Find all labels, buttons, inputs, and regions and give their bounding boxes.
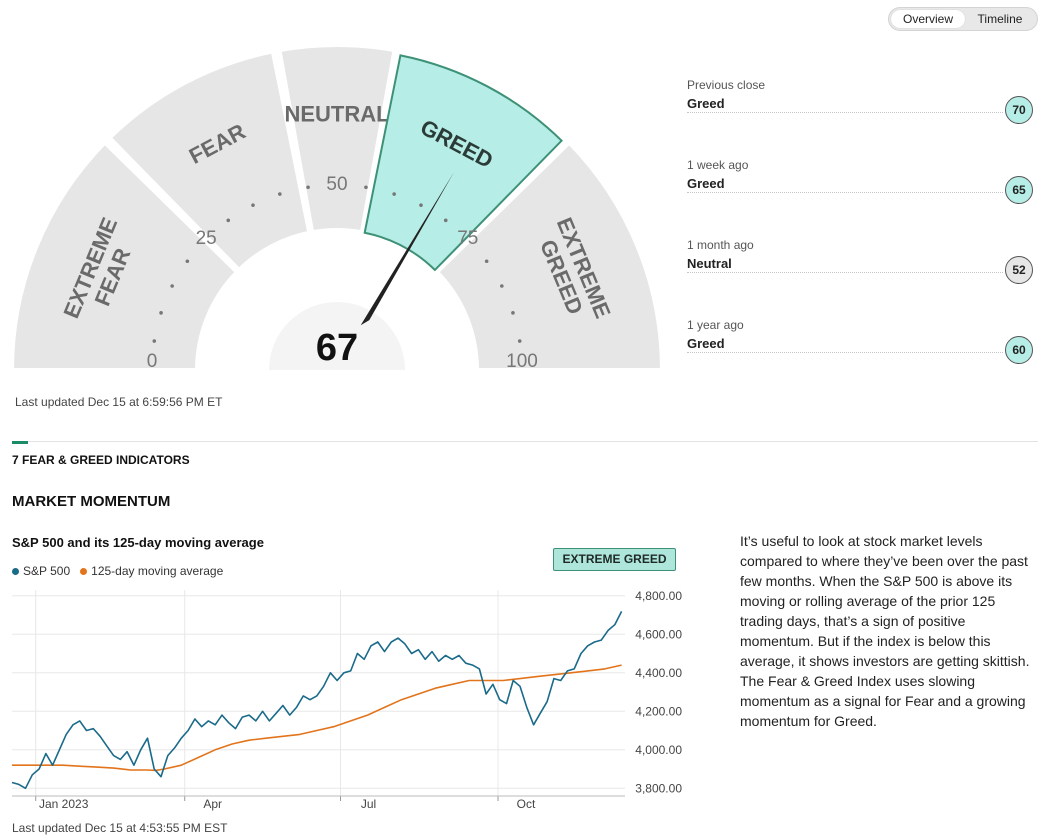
gauge-tick-dot xyxy=(364,185,368,190)
gauge-tick-dot xyxy=(419,203,423,207)
history-item-1-month: 1 month ago Neutral 52 xyxy=(687,238,1037,318)
y-tick-label: 4,600.00 xyxy=(635,627,682,641)
history-label: 1 week ago xyxy=(687,158,749,172)
dotted-leader xyxy=(687,112,1003,113)
history-item-1-week: 1 week ago Greed 65 xyxy=(687,158,1037,238)
indicator-rating-badge: EXTREME GREED xyxy=(553,548,676,571)
legend-label: 125-day moving average xyxy=(91,564,224,578)
fear-greed-gauge: EXTREMEFEARFEARNEUTRALGREEDEXTREMEGREED0… xyxy=(9,43,665,372)
legend-dot xyxy=(12,567,19,575)
history-rating: Greed xyxy=(687,176,725,191)
dotted-leader xyxy=(687,272,1003,273)
gauge-tick-dot xyxy=(443,218,448,223)
gauge-tick-dot xyxy=(484,259,489,264)
history-rating: Neutral xyxy=(687,256,732,271)
x-tick-label: Oct xyxy=(517,797,536,811)
history-score-badge: 52 xyxy=(1005,256,1033,284)
history-score-badge: 60 xyxy=(1005,336,1033,364)
gauge-tick-dot xyxy=(511,311,515,315)
history-label: Previous close xyxy=(687,78,766,92)
y-tick-label: 3,800.00 xyxy=(635,781,682,795)
gauge-tick-dot xyxy=(170,284,174,288)
view-toggle: Overview Timeline xyxy=(888,7,1038,31)
legend-item-sp500: S&P 500 xyxy=(12,564,70,578)
gauge-tick-dot xyxy=(500,284,504,288)
indicator-title: MARKET MOMENTUM xyxy=(12,493,171,510)
chart-title: S&P 500 and its 125-day moving average xyxy=(12,535,264,550)
gauge-last-updated: Last updated Dec 15 at 6:59:56 PM ET xyxy=(15,395,223,409)
gauge-tick-label: 75 xyxy=(457,228,478,249)
score-history: Previous close Greed 70 1 week ago Greed… xyxy=(687,78,1037,398)
gauge-tick-label: 100 xyxy=(506,351,538,372)
gauge-tick-dot xyxy=(226,218,231,223)
timeline-tab[interactable]: Timeline xyxy=(977,12,1023,26)
gauge-segment-extreme-greed xyxy=(434,139,665,372)
gauge-segment-neutral xyxy=(277,43,397,235)
y-tick-label: 4,800.00 xyxy=(635,589,682,603)
gauge-segment-label: NEUTRAL xyxy=(284,101,389,126)
y-tick-label: 4,000.00 xyxy=(635,743,682,757)
history-label: 1 year ago xyxy=(687,318,744,332)
gauge-center-disc xyxy=(269,302,405,370)
series-line-s-p-500 xyxy=(11,611,623,790)
gauge-tick-dot xyxy=(392,192,396,196)
gauge-tick-label: 25 xyxy=(196,228,217,249)
x-tick-label: Jan 2023 xyxy=(39,797,89,811)
gauge-tick-label: 50 xyxy=(326,174,347,195)
gauge-segment-greed xyxy=(363,54,564,272)
history-rating: Greed xyxy=(687,96,725,111)
gauge-label-line: NEUTRAL xyxy=(284,101,389,126)
gauge-tick-dot xyxy=(278,192,282,196)
gauge-tick-dot xyxy=(517,339,522,343)
indicators-heading: 7 FEAR & GREED INDICATORS xyxy=(12,453,190,467)
gauge-needle xyxy=(360,172,455,326)
dotted-leader xyxy=(687,192,1003,193)
gauge-segment-fear xyxy=(106,49,312,273)
x-tick-label: Jul xyxy=(361,797,376,811)
history-score-badge: 70 xyxy=(1005,96,1033,124)
chart-last-updated: Last updated Dec 15 at 4:53:55 PM EST xyxy=(12,821,228,835)
gauge-tick-dot xyxy=(185,259,190,264)
gauge-score: 67 xyxy=(316,327,358,369)
gauge-tick-dot xyxy=(306,185,310,190)
y-tick-label: 4,400.00 xyxy=(635,666,682,680)
legend-label: S&P 500 xyxy=(23,564,71,578)
gauge-segment-extreme-fear xyxy=(9,139,240,372)
history-item-1-year: 1 year ago Greed 60 xyxy=(687,318,1037,398)
gauge-tick-dot xyxy=(159,311,163,315)
gauge-tick-label: 0 xyxy=(147,351,158,372)
history-rating: Greed xyxy=(687,336,725,351)
series-line-125-day-moving-average xyxy=(12,664,622,772)
legend-dot xyxy=(80,567,88,575)
legend-item-moving-average: 125-day moving average xyxy=(80,564,223,578)
history-score-badge: 65 xyxy=(1005,176,1033,204)
momentum-chart: 3,800.00 4,000.00 4,200.00 4,400.00 4,600.00… xyxy=(11,589,682,811)
dotted-leader xyxy=(687,352,1003,353)
y-tick-label: 4,200.00 xyxy=(635,704,682,718)
indicator-description: It’s useful to look at stock market leve… xyxy=(740,533,1030,729)
gauge-tick-dot xyxy=(251,203,255,207)
divider-accent xyxy=(12,441,28,444)
chart-legend: S&P 500 125-day moving average xyxy=(12,564,223,578)
gauge-tick-dot xyxy=(152,339,157,343)
history-label: 1 month ago xyxy=(687,238,754,252)
history-item-previous-close: Previous close Greed 70 xyxy=(687,78,1037,158)
overview-tab[interactable]: Overview xyxy=(891,10,965,28)
x-tick-label: Apr xyxy=(203,797,222,811)
section-divider xyxy=(12,441,1038,442)
